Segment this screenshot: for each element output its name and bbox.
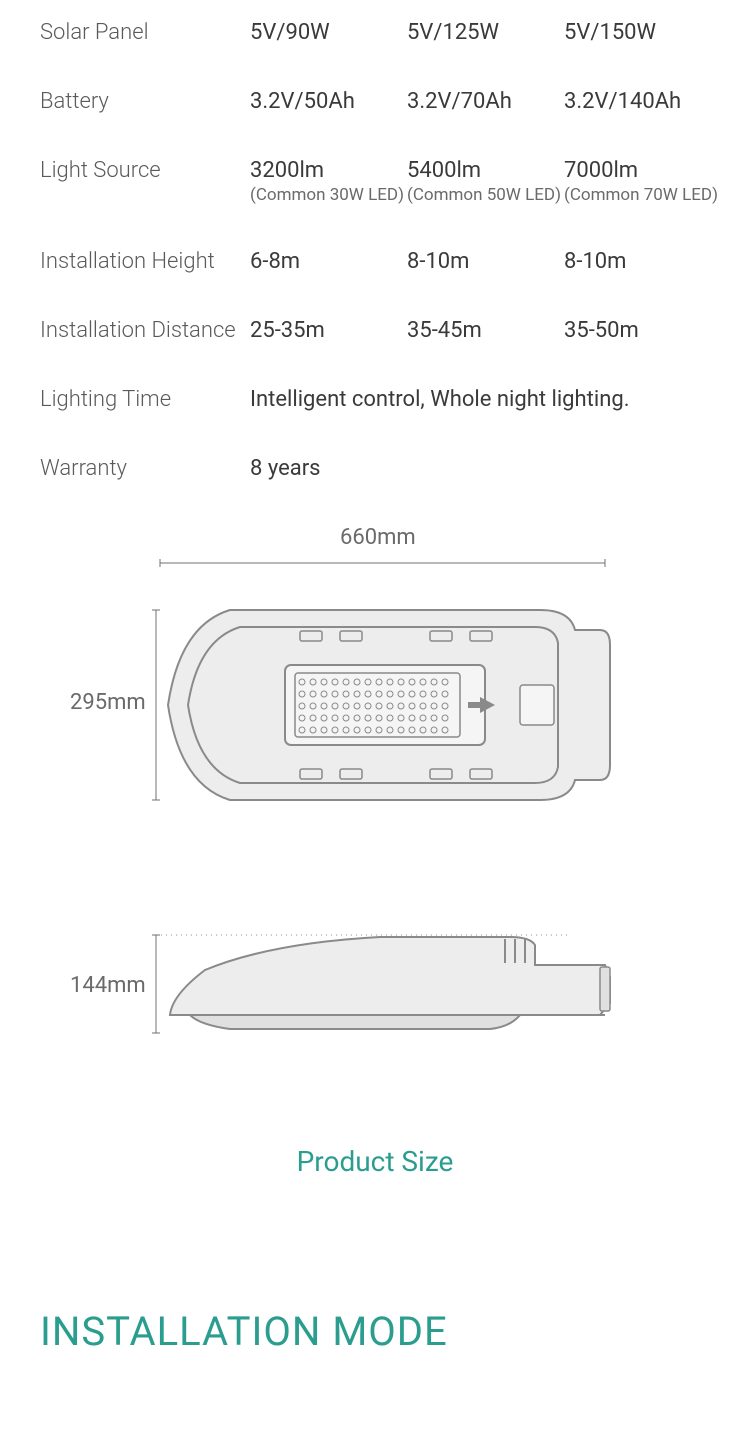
val-solar-panel-3: 5V/150W	[564, 20, 721, 45]
val-install-distance-3: 35-50m	[564, 318, 721, 343]
dim-depth: 144mm	[70, 973, 146, 998]
ls2-sub: (Common 50W LED)	[407, 185, 564, 205]
val-solar-panel-2: 5V/125W	[407, 20, 564, 45]
label-warranty: Warranty	[40, 456, 250, 481]
val-install-height-1: 6-8m	[250, 249, 407, 274]
val-install-height-3: 8-10m	[564, 249, 721, 274]
val-warranty: 8 years	[250, 456, 321, 481]
row-battery: Battery 3.2V/50Ah 3.2V/70Ah 3.2V/140Ah	[40, 89, 710, 114]
val-battery-3: 3.2V/140Ah	[564, 89, 721, 114]
ls1-sub: (Common 30W LED)	[250, 185, 407, 205]
val-install-distance-1: 25-35m	[250, 318, 407, 343]
label-solar-panel: Solar Panel	[40, 20, 250, 45]
label-install-height: Installation Height	[40, 249, 250, 274]
row-warranty: Warranty 8 years	[40, 456, 710, 481]
val-install-distance-2: 35-45m	[407, 318, 564, 343]
val-lighting-time: Intelligent control, Whole night lightin…	[250, 387, 630, 412]
product-diagram: 660mm 295mm 144mm	[40, 525, 710, 1105]
val-battery-1: 3.2V/50Ah	[250, 89, 407, 114]
product-size-label: Product Size	[40, 1145, 710, 1178]
label-install-distance: Installation Distance	[40, 318, 250, 343]
val-solar-panel-1: 5V/90W	[250, 20, 407, 45]
row-lighting-time: Lighting Time Intelligent control, Whole…	[40, 387, 710, 412]
spec-table: Solar Panel 5V/90W 5V/125W 5V/150W Batte…	[40, 20, 710, 481]
ls2-main: 5400lm	[407, 158, 481, 183]
side-view-drawing	[150, 925, 620, 1045]
ls3-main: 7000lm	[564, 158, 638, 183]
led-grid	[295, 673, 460, 737]
dim-width: 660mm	[340, 525, 416, 550]
row-solar-panel: Solar Panel 5V/90W 5V/125W 5V/150W	[40, 20, 710, 45]
dim-height: 295mm	[70, 690, 146, 715]
label-light-source: Light Source	[40, 158, 250, 183]
row-install-height: Installation Height 6-8m 8-10m 8-10m	[40, 249, 710, 274]
val-light-source-3: 7000lm (Common 70W LED)	[564, 158, 721, 205]
row-light-source: Light Source 3200lm (Common 30W LED) 540…	[40, 158, 710, 205]
val-light-source-1: 3200lm (Common 30W LED)	[250, 158, 407, 205]
label-battery: Battery	[40, 89, 250, 114]
val-install-height-2: 8-10m	[407, 249, 564, 274]
ls1-main: 3200lm	[250, 158, 324, 183]
label-lighting-time: Lighting Time	[40, 387, 250, 412]
ls3-sub: (Common 70W LED)	[564, 185, 721, 205]
val-battery-2: 3.2V/70Ah	[407, 89, 564, 114]
installation-heading: INSTALLATION MODE	[40, 1308, 710, 1355]
val-light-source-2: 5400lm (Common 50W LED)	[407, 158, 564, 205]
row-install-distance: Installation Distance 25-35m 35-45m 35-5…	[40, 318, 710, 343]
